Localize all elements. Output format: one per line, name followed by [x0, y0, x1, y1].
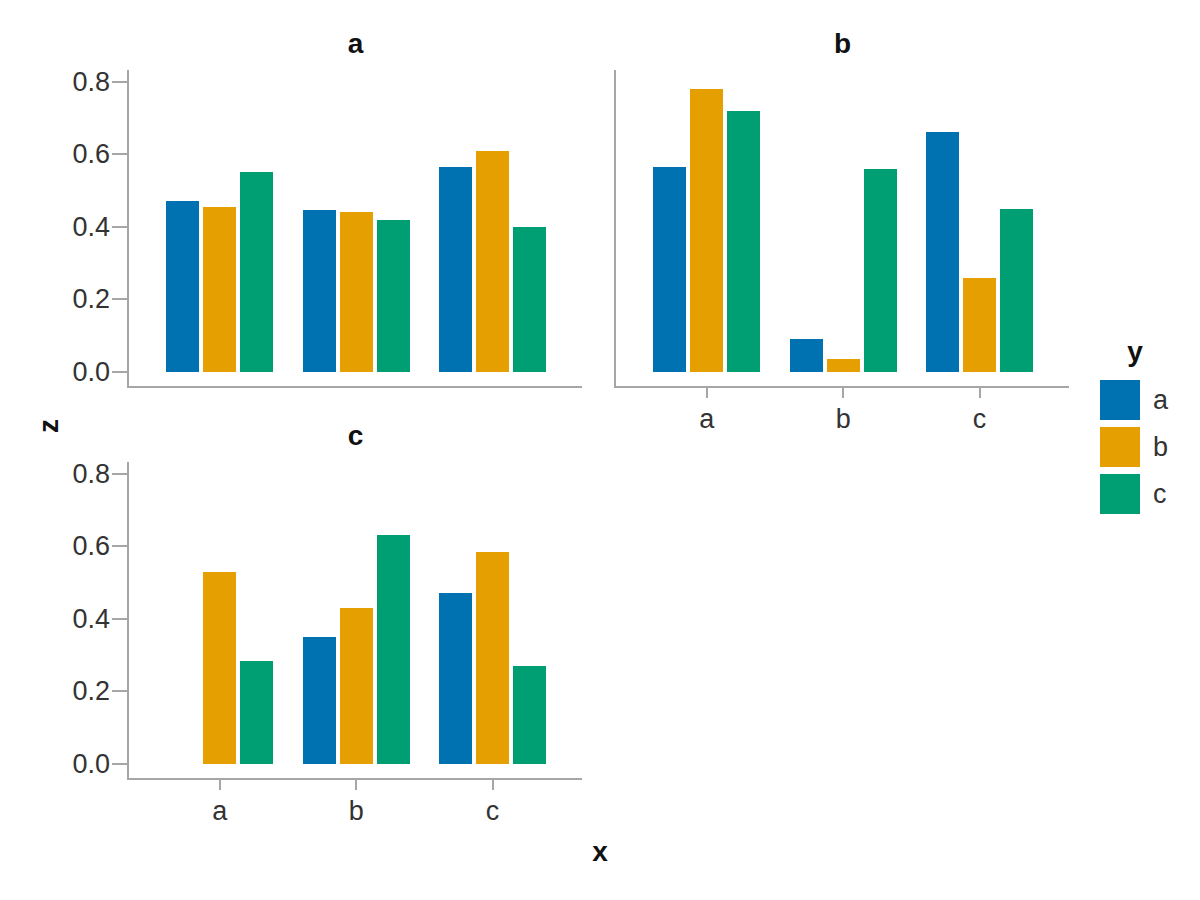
y-tick — [112, 81, 127, 83]
y-tick — [112, 690, 127, 692]
bar-facet-b-x-b-y-b — [827, 359, 860, 372]
bar-facet-a-x-b-y-a — [303, 210, 336, 372]
y-tick-label: 0.2 — [30, 675, 110, 707]
bar-facet-c-x-b-y-c — [377, 535, 410, 764]
bar-facet-b-x-c-y-a — [926, 132, 959, 372]
y-axis-title-text: z — [33, 419, 65, 433]
bar-facet-b-x-a-y-a — [653, 167, 686, 372]
bar-facet-a-x-b-y-b — [340, 212, 373, 372]
legend-entry-c: c — [1100, 474, 1170, 514]
bar-facet-a-x-c-y-c — [513, 227, 546, 372]
figure: z x a0.00.20.40.60.8babcc0.00.20.40.60.8… — [0, 0, 1200, 900]
bar-facet-c-x-b-y-b — [340, 608, 373, 764]
y-tick — [112, 298, 127, 300]
x-tick-label: b — [803, 404, 883, 434]
y-tick-label: 0.6 — [30, 138, 110, 170]
bar-facet-a-x-a-y-a — [166, 201, 199, 372]
legend-swatch-a — [1100, 380, 1140, 420]
y-tick — [112, 618, 127, 620]
x-tick-label: c — [453, 796, 533, 826]
bar-facet-c-x-a-y-b — [203, 572, 236, 764]
legend-label: c — [1153, 479, 1167, 510]
y-tick-label: 0.4 — [30, 211, 110, 243]
legend-swatch-c — [1100, 474, 1140, 514]
legend-entry-b: b — [1100, 427, 1170, 467]
x-tick — [706, 388, 708, 398]
bar-facet-b-x-a-y-b — [690, 89, 723, 372]
facet-title-b: b — [616, 26, 1069, 62]
bar-facet-c-x-c-y-a — [439, 593, 472, 764]
bar-facet-a-x-a-y-c — [240, 172, 273, 372]
bar-facet-b-x-b-y-a — [790, 339, 823, 372]
y-tick-label: 0.6 — [30, 530, 110, 562]
y-tick — [112, 545, 127, 547]
y-tick — [112, 473, 127, 475]
bar-facet-b-x-c-y-b — [963, 278, 996, 372]
legend-label: a — [1153, 385, 1168, 416]
bar-facet-c-x-c-y-c — [513, 666, 546, 764]
y-tick — [112, 371, 127, 373]
facet-panel-b: babc — [614, 70, 1069, 388]
bar-facet-c-x-a-y-c — [240, 661, 273, 764]
y-tick — [112, 153, 127, 155]
y-tick-label: 0.0 — [30, 748, 110, 780]
bar-facet-c-x-c-y-b — [476, 552, 509, 764]
bar-facet-b-x-b-y-c — [864, 169, 897, 372]
y-tick-label: 0.8 — [30, 458, 110, 490]
legend-entries: abc — [1100, 380, 1170, 521]
y-tick-label: 0.8 — [30, 66, 110, 98]
x-tick — [355, 780, 357, 790]
x-tick-label: c — [940, 404, 1020, 434]
x-axis-title: x — [0, 836, 1200, 868]
y-axis-title: z — [9, 396, 89, 456]
legend-entry-a: a — [1100, 380, 1170, 420]
bar-facet-a-x-a-y-b — [203, 207, 236, 372]
legend-title: y — [1100, 336, 1170, 368]
y-tick-label: 0.4 — [30, 603, 110, 635]
x-tick — [219, 780, 221, 790]
y-tick-label: 0.2 — [30, 283, 110, 315]
bar-facet-a-x-c-y-a — [439, 167, 472, 372]
bar-facet-b-x-c-y-c — [1000, 209, 1033, 372]
x-tick-label: b — [316, 796, 396, 826]
y-tick — [112, 226, 127, 228]
bar-facet-c-x-b-y-a — [303, 637, 336, 764]
legend-label: b — [1153, 432, 1168, 463]
legend-swatch-b — [1100, 427, 1140, 467]
x-tick — [492, 780, 494, 790]
y-tick-label: 0.0 — [30, 356, 110, 388]
facet-title-c: c — [129, 418, 582, 454]
x-tick — [979, 388, 981, 398]
facet-title-a: a — [129, 26, 582, 62]
y-tick — [112, 763, 127, 765]
bar-facet-a-x-c-y-b — [476, 151, 509, 372]
facet-panel-a: a0.00.20.40.60.8 — [127, 70, 582, 388]
bar-facet-a-x-b-y-c — [377, 220, 410, 372]
facet-panel-c: c0.00.20.40.60.8abc — [127, 462, 582, 780]
x-tick — [842, 388, 844, 398]
x-tick-label: a — [180, 796, 260, 826]
bar-facet-b-x-a-y-c — [727, 111, 760, 372]
legend: y abc — [1100, 336, 1170, 521]
x-tick-label: a — [667, 404, 747, 434]
